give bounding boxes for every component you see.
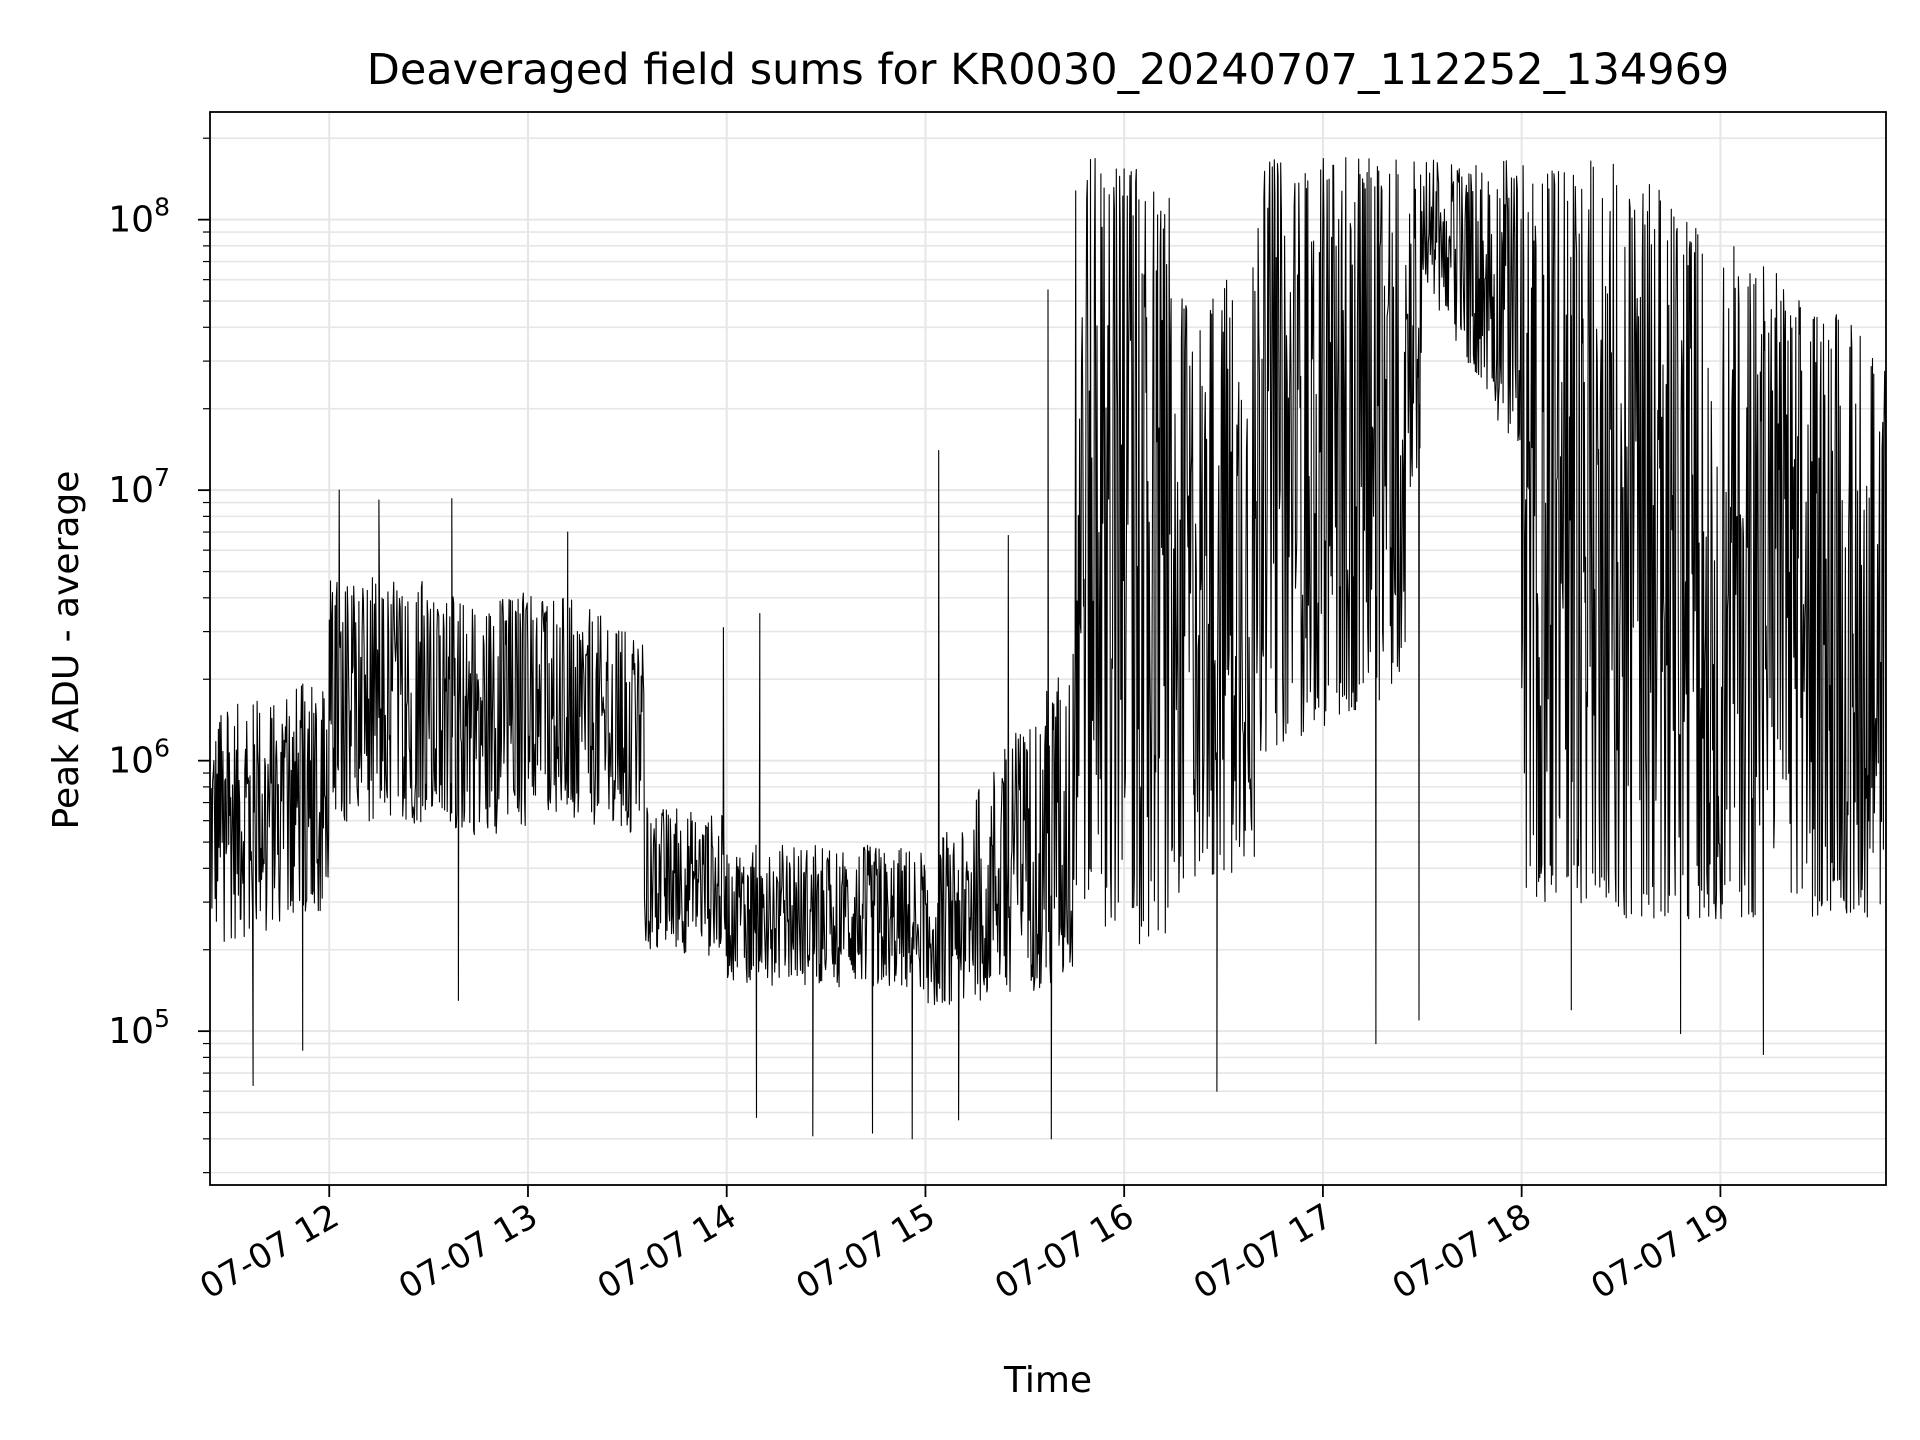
y-tick-label: 105: [108, 1004, 170, 1052]
x-axis-label: Time: [1003, 1360, 1092, 1401]
y-tick-label: 107: [108, 463, 170, 511]
y-tick-label: 108: [108, 193, 170, 241]
y-tick-layer: 105 106 107 108: [108, 137, 210, 1174]
series-layer: [209, 157, 1887, 1140]
y-axis-label: Peak ADU - average: [46, 471, 87, 830]
chart-title: Deaveraged field sums for KR0030_2024070…: [367, 45, 1730, 95]
plot-frame: [209, 111, 1887, 1186]
y-tick-label: 106: [108, 734, 170, 782]
series-line: [209, 157, 1887, 1140]
